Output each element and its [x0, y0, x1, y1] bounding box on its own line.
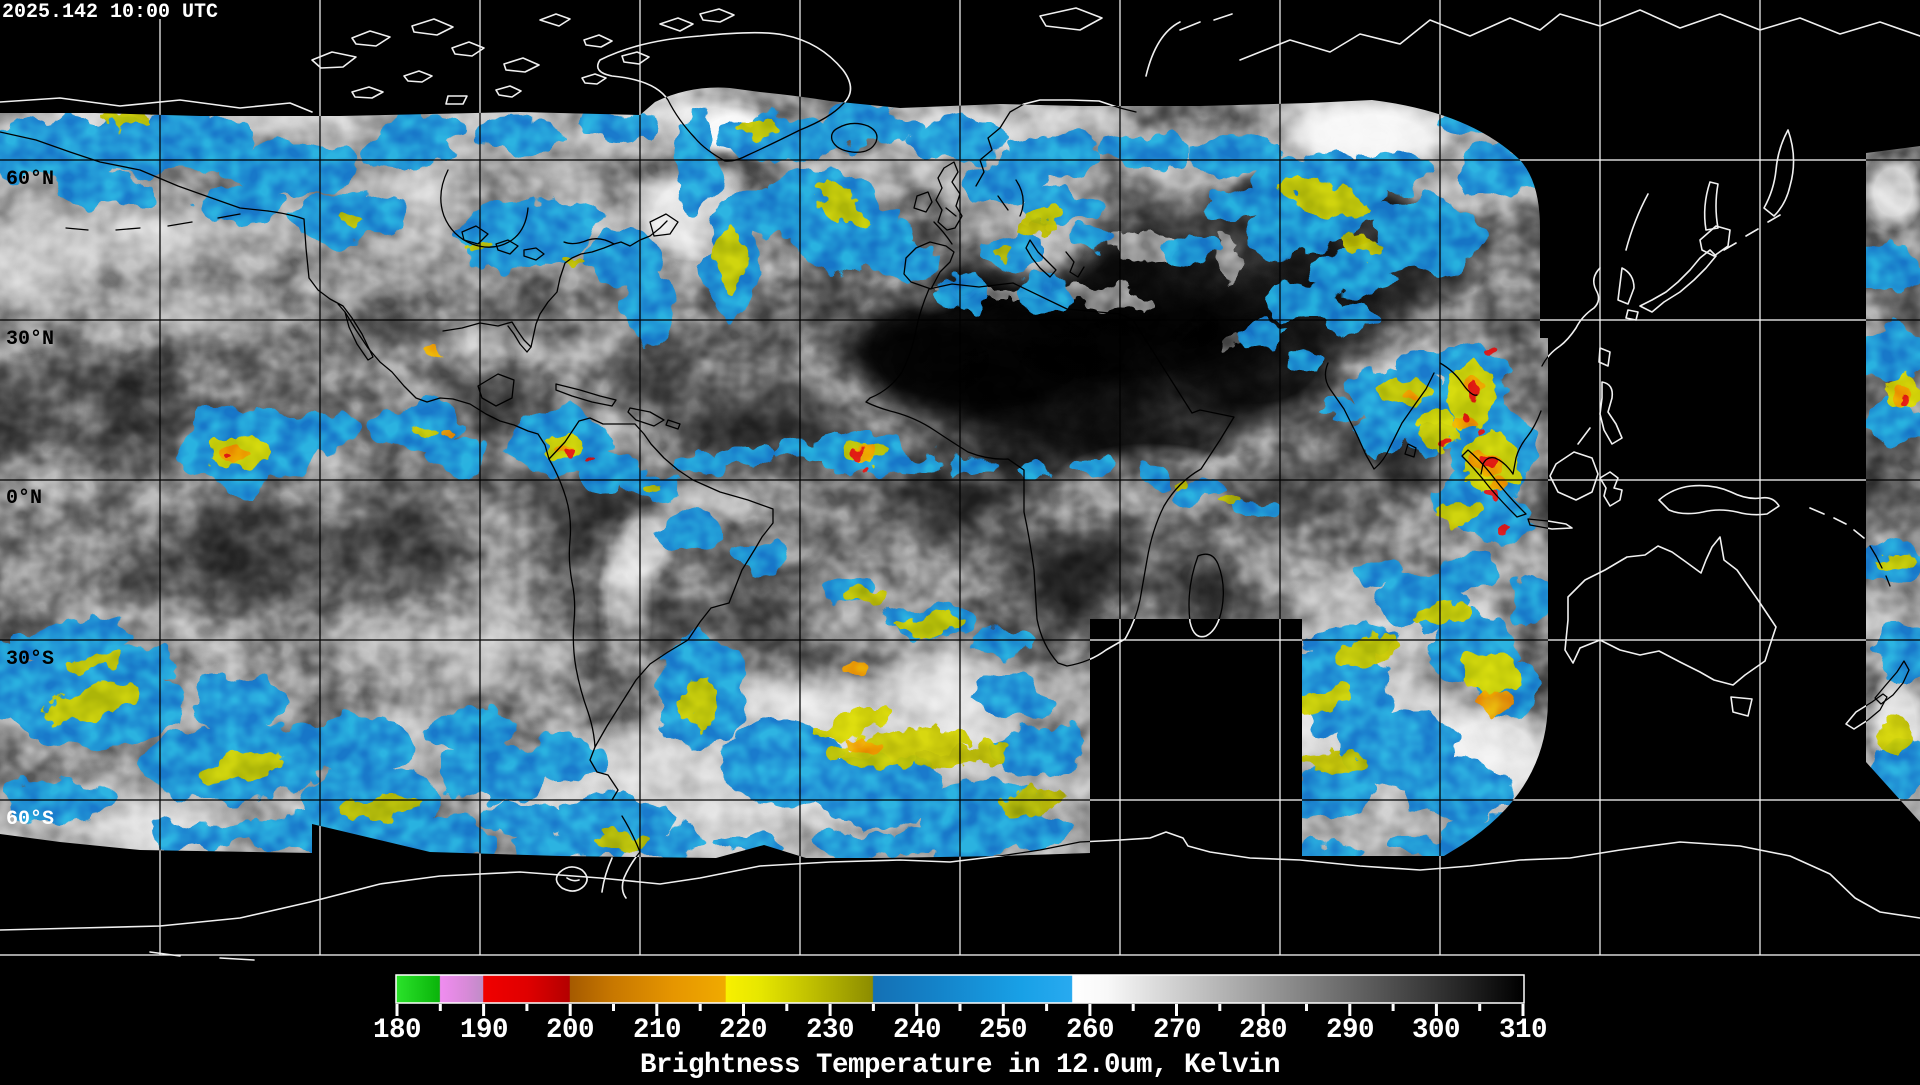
svg-text:200: 200	[546, 1015, 594, 1046]
svg-text:250: 250	[979, 1015, 1027, 1046]
svg-text:0°N: 0°N	[6, 487, 42, 510]
svg-text:180: 180	[373, 1015, 421, 1046]
svg-text:230: 230	[806, 1015, 854, 1046]
svg-text:Brightness Temperature in 12.0: Brightness Temperature in 12.0um, Kelvin	[640, 1050, 1280, 1080]
svg-text:60°N: 60°N	[6, 168, 54, 191]
svg-text:290: 290	[1326, 1015, 1374, 1046]
svg-text:260: 260	[1066, 1015, 1114, 1046]
svg-text:60°S: 60°S	[6, 808, 54, 831]
svg-text:280: 280	[1239, 1015, 1287, 1046]
svg-text:2025.142 10:00 UTC: 2025.142 10:00 UTC	[2, 1, 218, 24]
svg-text:300: 300	[1412, 1015, 1460, 1046]
svg-text:270: 270	[1153, 1015, 1201, 1046]
svg-text:310: 310	[1499, 1015, 1547, 1046]
svg-text:30°N: 30°N	[6, 328, 54, 351]
svg-text:30°S: 30°S	[6, 648, 54, 671]
svg-text:240: 240	[893, 1015, 941, 1046]
svg-text:190: 190	[460, 1015, 508, 1046]
svg-text:210: 210	[633, 1015, 681, 1046]
svg-text:220: 220	[719, 1015, 767, 1046]
